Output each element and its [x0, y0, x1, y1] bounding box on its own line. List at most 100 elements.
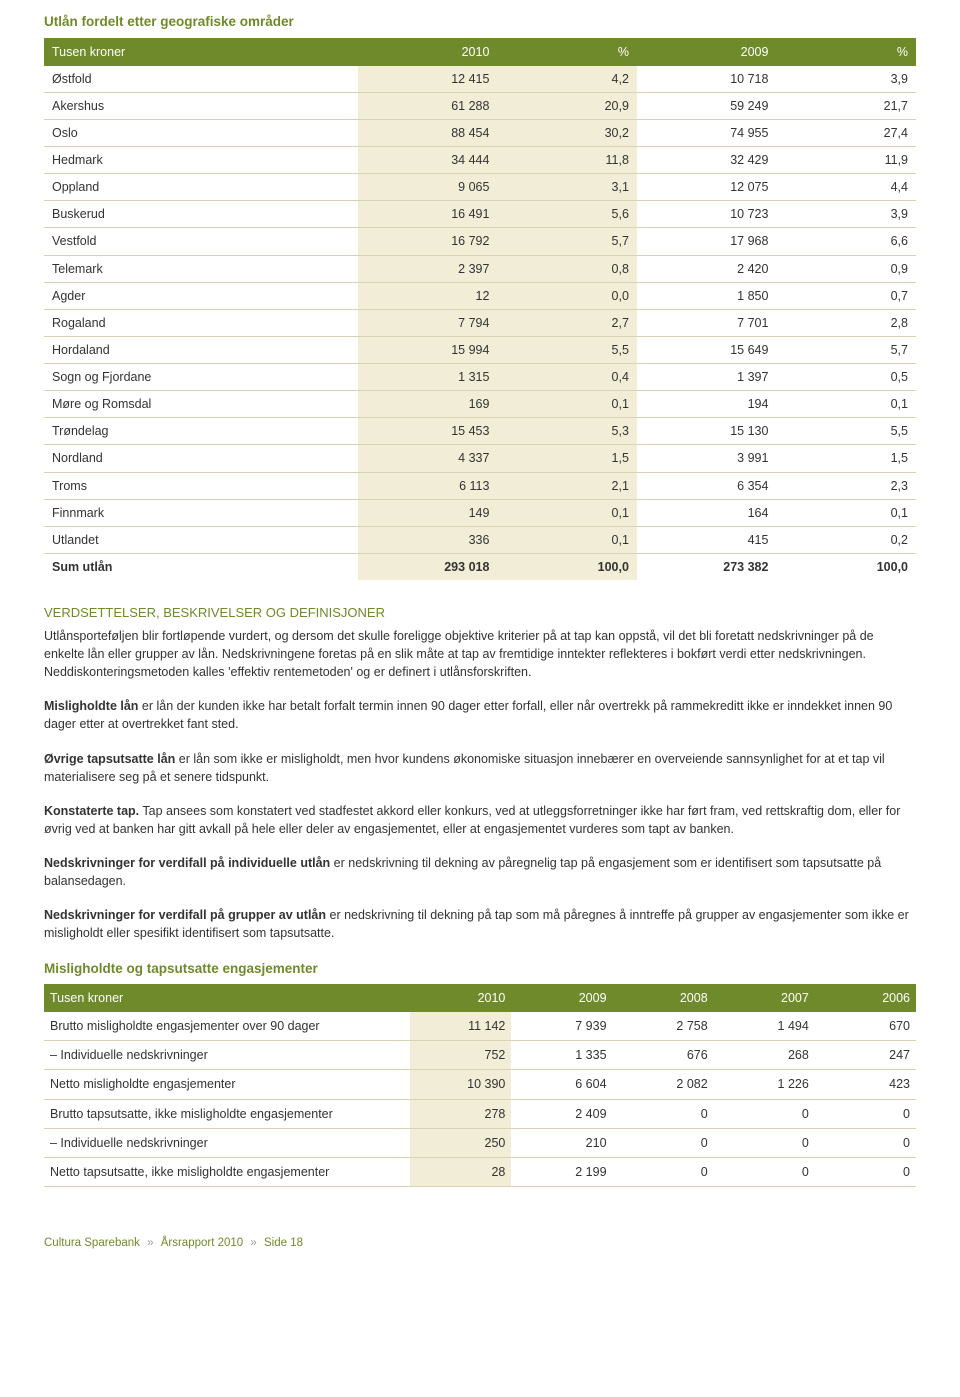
table-cell: 11,9: [776, 147, 916, 174]
table-cell: 0: [815, 1128, 916, 1157]
table-cell: 1 315: [358, 364, 498, 391]
table-cell: 61 288: [358, 92, 498, 119]
table2-col-header: 2009: [511, 984, 612, 1012]
table-row: Netto tapsutsatte, ikke misligholdte eng…: [44, 1157, 916, 1186]
table2-title: Misligholdte og tapsutsatte engasjemente…: [44, 959, 916, 979]
table-row: Finnmark1490,11640,1: [44, 499, 916, 526]
table2-col-header: 2010: [410, 984, 511, 1012]
footer-doc: Årsrapport 2010: [161, 1237, 243, 1249]
table-row: Trøndelag15 4535,315 1305,5: [44, 418, 916, 445]
table-cell: 0,1: [776, 391, 916, 418]
p5-lead: Nedskrivninger for verdifall på individu…: [44, 856, 330, 870]
table-cell: 5,7: [776, 336, 916, 363]
table-cell: 423: [815, 1070, 916, 1099]
table-cell: 2,3: [776, 472, 916, 499]
table-cell: 6,6: [776, 228, 916, 255]
table-row: Telemark2 3970,82 4200,9: [44, 255, 916, 282]
definitions-p4: Konstaterte tap. Tap ansees som konstate…: [44, 802, 916, 838]
table-row: Brutto tapsutsatte, ikke misligholdte en…: [44, 1099, 916, 1128]
table-row: Hordaland15 9945,515 6495,7: [44, 336, 916, 363]
table-cell: 9 065: [358, 174, 498, 201]
table-row: Hedmark34 44411,832 42911,9: [44, 147, 916, 174]
definitions-p1: Utlånsporteføljen blir fortløpende vurde…: [44, 627, 916, 681]
table-cell: 149: [358, 499, 498, 526]
table-cell: 415: [637, 526, 777, 553]
table-cell: 164: [637, 499, 777, 526]
table-cell: 3,9: [776, 66, 916, 93]
table-cell: 0: [613, 1157, 714, 1186]
table-cell: 11,8: [497, 147, 637, 174]
table-cell: 20,9: [497, 92, 637, 119]
table-cell: 12: [358, 282, 498, 309]
table-cell: 336: [358, 526, 498, 553]
table-cell: Oppland: [44, 174, 358, 201]
table-cell: 16 792: [358, 228, 498, 255]
table-cell: 100,0: [776, 553, 916, 580]
table-row: Netto misligholdte engasjementer10 3906 …: [44, 1070, 916, 1099]
table-row: Østfold12 4154,210 7183,9: [44, 66, 916, 93]
table-cell: 0,8: [497, 255, 637, 282]
default-engagements-table: Tusen kroner20102009200820072006 Brutto …: [44, 984, 916, 1187]
table-row: Rogaland7 7942,77 7012,8: [44, 309, 916, 336]
table-cell: Telemark: [44, 255, 358, 282]
table-cell: Brutto tapsutsatte, ikke misligholdte en…: [44, 1099, 410, 1128]
table-row: Oslo88 45430,274 95527,4: [44, 119, 916, 146]
table-cell: 0,9: [776, 255, 916, 282]
table-cell: Agder: [44, 282, 358, 309]
table-cell: 1 335: [511, 1041, 612, 1070]
table-cell: 7 794: [358, 309, 498, 336]
table-row: Sogn og Fjordane1 3150,41 3970,5: [44, 364, 916, 391]
table1-sum-row: Sum utlån293 018100,0273 382100,0: [44, 553, 916, 580]
table2-col-header: 2006: [815, 984, 916, 1012]
table-row: Utlandet3360,14150,2: [44, 526, 916, 553]
table-cell: Rogaland: [44, 309, 358, 336]
table1-col-header: Tusen kroner: [44, 38, 358, 66]
p2-lead: Misligholdte lån: [44, 699, 138, 713]
table-cell: 278: [410, 1099, 511, 1128]
table-cell: 676: [613, 1041, 714, 1070]
table-cell: 268: [714, 1041, 815, 1070]
table-cell: 0,7: [776, 282, 916, 309]
table-cell: 3 991: [637, 445, 777, 472]
table-cell: 0,4: [497, 364, 637, 391]
table-cell: 0,5: [776, 364, 916, 391]
table-cell: 5,6: [497, 201, 637, 228]
table-cell: 2 397: [358, 255, 498, 282]
table1-col-header: 2009: [637, 38, 777, 66]
table-cell: 7 701: [637, 309, 777, 336]
table-cell: 2,8: [776, 309, 916, 336]
table-cell: Møre og Romsdal: [44, 391, 358, 418]
table-cell: 0,2: [776, 526, 916, 553]
table-cell: – Individuelle nedskrivninger: [44, 1041, 410, 1070]
table-cell: 0,0: [497, 282, 637, 309]
table-cell: Netto tapsutsatte, ikke misligholdte eng…: [44, 1157, 410, 1186]
table-cell: Vestfold: [44, 228, 358, 255]
table-cell: 0,1: [497, 526, 637, 553]
table2-col-header: 2007: [714, 984, 815, 1012]
table-cell: 3,9: [776, 201, 916, 228]
table-cell: 88 454: [358, 119, 498, 146]
table-cell: 34 444: [358, 147, 498, 174]
table-cell: Finnmark: [44, 499, 358, 526]
table-cell: 5,3: [497, 418, 637, 445]
table-cell: 0,1: [497, 499, 637, 526]
table-cell: 2 082: [613, 1070, 714, 1099]
table-row: Troms6 1132,16 3542,3: [44, 472, 916, 499]
table-cell: 2 758: [613, 1012, 714, 1041]
table-cell: 5,5: [776, 418, 916, 445]
table-cell: 194: [637, 391, 777, 418]
table-row: Møre og Romsdal1690,11940,1: [44, 391, 916, 418]
table-row: Agder120,01 8500,7: [44, 282, 916, 309]
table-cell: 15 994: [358, 336, 498, 363]
table-cell: 752: [410, 1041, 511, 1070]
table-cell: 4,2: [497, 66, 637, 93]
table-cell: 273 382: [637, 553, 777, 580]
table-row: Brutto misligholdte engasjementer over 9…: [44, 1012, 916, 1041]
table1-col-header: %: [497, 38, 637, 66]
definitions-p6: Nedskrivninger for verdifall på grupper …: [44, 906, 916, 942]
table-row: – Individuelle nedskrivninger250210000: [44, 1128, 916, 1157]
table-cell: Østfold: [44, 66, 358, 93]
table-cell: 6 354: [637, 472, 777, 499]
table-cell: 0: [613, 1128, 714, 1157]
table-row: – Individuelle nedskrivninger7521 335676…: [44, 1041, 916, 1070]
